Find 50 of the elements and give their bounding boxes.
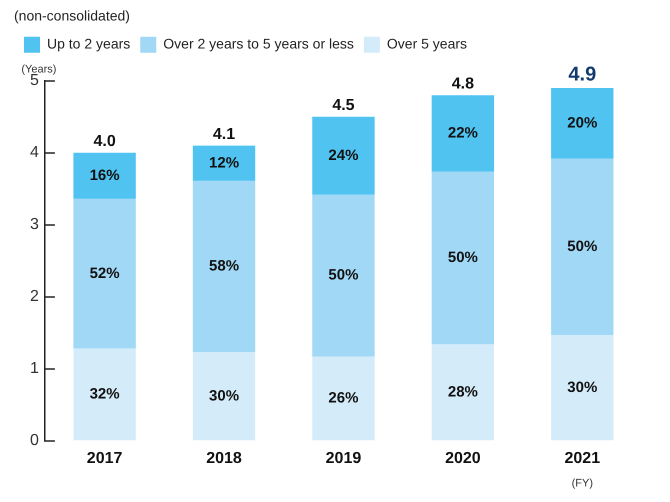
total-label: 4.5 [332,97,355,114]
y-tick-label: 3 [30,216,39,234]
annotation: 50% [328,266,358,284]
bar [432,172,494,344]
bar [551,88,614,159]
x-tick-label: 2018 [206,450,242,467]
annotation: 32% [90,386,120,403]
legend-label: Over 2 years to 5 years or less [163,36,354,52]
y-tick-label: 2 [30,288,39,306]
annotation: 30% [209,387,240,404]
bar [312,194,375,357]
annotation: 52% [90,264,120,282]
chart-subtitle: (non-consolidated) [14,7,130,24]
bar [432,344,494,440]
bar [192,352,256,440]
bar [192,180,256,352]
legend-label: Over 5 years [386,36,468,52]
x-tick-label: 2021 [564,450,600,467]
annotation: 16% [90,166,120,184]
bar [192,146,256,181]
y-tick-label: 0 [30,432,39,450]
annotation: 12% [209,154,240,172]
annotation: 24% [328,146,358,164]
total-label: 4.0 [93,133,116,150]
annotation: 28% [448,383,478,400]
bar [312,116,375,195]
annotation: 26% [328,390,358,407]
y-tick-label: 4 [30,144,39,162]
annotation: 50% [448,249,478,266]
bar [73,198,136,349]
annotation: 20% [567,114,598,132]
bar [551,334,614,440]
total-label: 4.9 [568,64,596,86]
y-tick-label: 1 [30,360,39,378]
text: (FY) [572,478,593,490]
bar [312,356,375,440]
x-tick-label: 2017 [86,450,123,467]
annotation: 58% [209,258,240,275]
x-tick-label: 2019 [326,450,362,467]
total-label: 4.8 [452,76,474,93]
bar [73,348,136,440]
total-label: 4.1 [212,126,236,144]
x-tick-label: 2020 [445,450,481,467]
annotation: 22% [448,124,478,142]
bar [432,95,494,172]
legend-label: Up to 2 years [47,36,130,52]
bar [551,158,614,335]
annotation: 50% [567,238,598,255]
bar [73,152,136,199]
annotation: 30% [567,378,598,396]
